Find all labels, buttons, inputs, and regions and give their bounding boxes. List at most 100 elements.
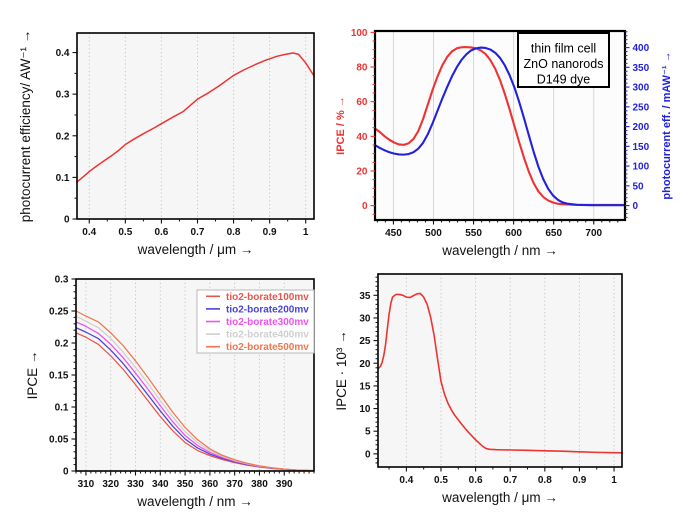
y-tick-label: 10: [359, 404, 371, 415]
x-tick-label: 0.4: [399, 475, 413, 486]
y-tick-label: 60: [356, 97, 368, 108]
y-axis: 0 0.05 0.1 0.15 0.2 0.25 0.3: [49, 275, 76, 478]
x-axis: 450 500 550 600 650 700: [376, 220, 619, 239]
legend-line: ZnO nanorods: [524, 57, 604, 71]
y-axis: 0 5 10 15 20 25 30 35: [359, 276, 378, 464]
y-right-tick-label: 0: [633, 201, 639, 212]
x-tick-label: 350: [177, 479, 194, 490]
plot-frame: [377, 273, 623, 468]
legend-label: tio2-borate100mv: [226, 292, 309, 303]
y-tick-label: 0.1: [55, 403, 69, 414]
y-tick-label: 0.2: [56, 131, 70, 142]
y-right-tick-label: 350: [633, 63, 650, 74]
legend-label: tio2-borate500mv: [226, 342, 309, 353]
y-tick-label: 80: [356, 63, 368, 74]
y-axis-label: IPCE · 10³ →: [334, 330, 349, 410]
y-right-tick-label: 200: [633, 122, 650, 133]
chart-ipce-e3-vs-wavelength: 0.4 0.5 0.6 0.7 0.8 0.9 105101520253035wavelen…: [334, 273, 623, 505]
y-tick-label: 40: [356, 132, 368, 143]
y-axis-label: IPCE →: [25, 351, 40, 400]
y-axis: 0 20 40 60 80 100: [351, 28, 375, 215]
y-tick-label: 20: [356, 166, 368, 177]
x-tick-label: 450: [385, 228, 402, 239]
y-tick-label: 20: [359, 359, 371, 370]
x-axis-label: wavelength / μm →: [137, 242, 254, 257]
y-tick-label: 15: [359, 381, 371, 392]
y-tick-label: 0.1: [56, 173, 70, 184]
y-tick-label: 100: [351, 28, 368, 39]
x-tick-label: 0.5: [434, 475, 448, 486]
x-tick-label: 650: [545, 228, 562, 239]
x-tick-label: 0.8: [538, 475, 552, 486]
x-tick-label: 1: [303, 227, 309, 238]
y-right-tick-label: 150: [633, 142, 650, 153]
x-axis: 0.4 0.5 0.6 0.7 0.8 0.9 1: [388, 467, 617, 486]
x-tick-label: 550: [465, 228, 482, 239]
x-tick-label: 340: [152, 479, 169, 490]
y-tick-label: 0.3: [56, 90, 70, 101]
legend-line: D149 dye: [537, 72, 591, 86]
series-ipce-curve: [377, 292, 623, 454]
legend-label: tio2-borate400mv: [226, 330, 309, 341]
series-group: [75, 310, 315, 472]
legend-box: [517, 32, 610, 88]
y-tick-label: 0: [362, 201, 368, 212]
x-tick-label: 380: [251, 479, 268, 490]
x-axis: 0.4 0.5 0.6 0.7 0.8 0.9 1: [82, 219, 309, 238]
chart-ipce-vs-wavelength-tio2-borate: 310 320 330 340 350 360 370 380 39000.050.10.150…: [25, 275, 315, 509]
x-tick-label: 330: [127, 479, 144, 490]
chart-ipce-and-photocurrent-eff-vs-wavelength: 450 500 550 600 650 700 0 20 40 60 80 100 0 50 100 150 2…: [335, 28, 673, 258]
x-axis-label: wavelength / μm →: [441, 490, 558, 505]
plot-frame: [76, 32, 315, 220]
x-tick-label: 0.9: [572, 475, 586, 486]
x-tick-label: 370: [226, 479, 243, 490]
x-tick-label: 320: [102, 479, 119, 490]
y-right-tick-label: 250: [633, 102, 650, 113]
x-tick-label: 0.6: [154, 227, 168, 238]
plot-frame: [373, 29, 627, 222]
x-axis-label: wavelength / nm →: [441, 243, 558, 258]
x-tick-label: 500: [425, 228, 442, 239]
y-tick-label: 0.2: [55, 339, 69, 350]
legend-label: tio2-borate200mv: [226, 304, 309, 315]
series-tio2-borate500mv: [75, 310, 315, 472]
x-axis: 310 320 330 340 350 360 370 380 390: [75, 471, 315, 490]
y-tick-label: 30: [359, 313, 371, 324]
y-tick-label: 5: [365, 427, 371, 438]
y-axis-label: IPCE / % →: [335, 96, 347, 155]
y-right-tick-label: 400: [633, 43, 650, 54]
legend-label: tio2-borate300mv: [226, 317, 309, 328]
x-axis-label: wavelength / nm →: [136, 494, 253, 509]
y-tick-label: 0.05: [49, 435, 69, 446]
x-tick-label: 1: [611, 475, 617, 486]
x-tick-label: 700: [585, 228, 602, 239]
y-tick-label: 25: [359, 336, 371, 347]
x-tick-label: 0.9: [263, 227, 277, 238]
x-tick-label: 0.8: [227, 227, 241, 238]
x-tick-label: 0.6: [469, 475, 483, 486]
y-axis-right: 0 50 100 150 200 250 300 350 400: [625, 31, 650, 218]
chart-photocurrent-efficiency-vs-wavelength: 0.4 0.5 0.6 0.7 0.8 0.9 1 0 0.1 0.2 0.3 0.4 waveleng…: [18, 30, 315, 257]
y-tick-label: 0.15: [49, 371, 69, 382]
x-tick-label: 390: [276, 479, 293, 490]
y-axis-label: photocurrent efficiency/ AW⁻¹ →: [18, 30, 33, 222]
y-tick-label: 0: [63, 467, 69, 478]
y-right-tick-label: 100: [633, 162, 650, 173]
x-tick-label: 0.5: [118, 227, 132, 238]
y-tick-label: 0: [365, 449, 371, 460]
series-group: [76, 52, 315, 183]
x-tick-label: 0.7: [191, 227, 205, 238]
series-group: [374, 46, 626, 207]
y-tick-label: 35: [359, 291, 371, 302]
y-tick-label: 0.3: [55, 275, 69, 286]
x-tick-label: 0.4: [82, 227, 96, 238]
x-tick-label: 600: [505, 228, 522, 239]
x-tick-label: 360: [202, 479, 219, 490]
y-axis: 0 0.1 0.2 0.3 0.4: [56, 48, 77, 226]
plot-area: [77, 33, 314, 219]
y-right-tick-label: 300: [633, 83, 650, 94]
